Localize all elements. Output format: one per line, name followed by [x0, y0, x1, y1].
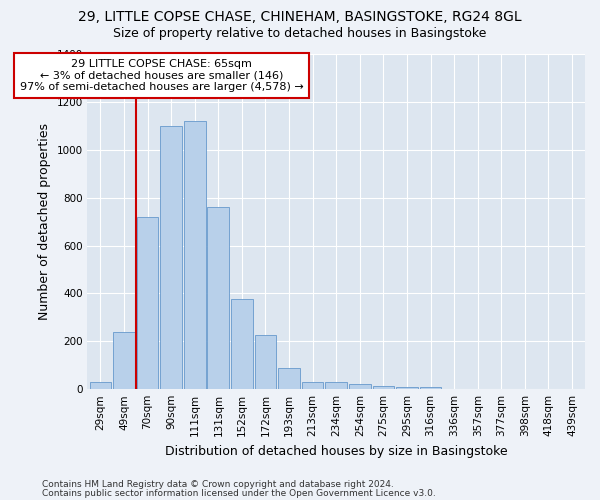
Text: Size of property relative to detached houses in Basingstoke: Size of property relative to detached ho… — [113, 28, 487, 40]
Bar — [231, 300, 253, 389]
Bar — [278, 368, 300, 389]
Text: Contains public sector information licensed under the Open Government Licence v3: Contains public sector information licen… — [42, 488, 436, 498]
Text: 29, LITTLE COPSE CHASE, CHINEHAM, BASINGSTOKE, RG24 8GL: 29, LITTLE COPSE CHASE, CHINEHAM, BASING… — [78, 10, 522, 24]
Bar — [160, 126, 182, 389]
Bar — [373, 386, 394, 389]
Y-axis label: Number of detached properties: Number of detached properties — [38, 123, 51, 320]
Bar — [113, 332, 135, 389]
Bar — [184, 121, 206, 389]
Bar — [254, 336, 277, 389]
Bar — [420, 388, 442, 389]
Bar — [349, 384, 371, 389]
Bar — [89, 382, 111, 389]
Bar — [137, 217, 158, 389]
Text: 29 LITTLE COPSE CHASE: 65sqm
← 3% of detached houses are smaller (146)
97% of se: 29 LITTLE COPSE CHASE: 65sqm ← 3% of det… — [20, 59, 304, 92]
Bar — [302, 382, 323, 389]
Bar — [325, 382, 347, 389]
Bar — [208, 207, 229, 389]
Text: Contains HM Land Registry data © Crown copyright and database right 2024.: Contains HM Land Registry data © Crown c… — [42, 480, 394, 489]
X-axis label: Distribution of detached houses by size in Basingstoke: Distribution of detached houses by size … — [165, 444, 508, 458]
Bar — [396, 387, 418, 389]
